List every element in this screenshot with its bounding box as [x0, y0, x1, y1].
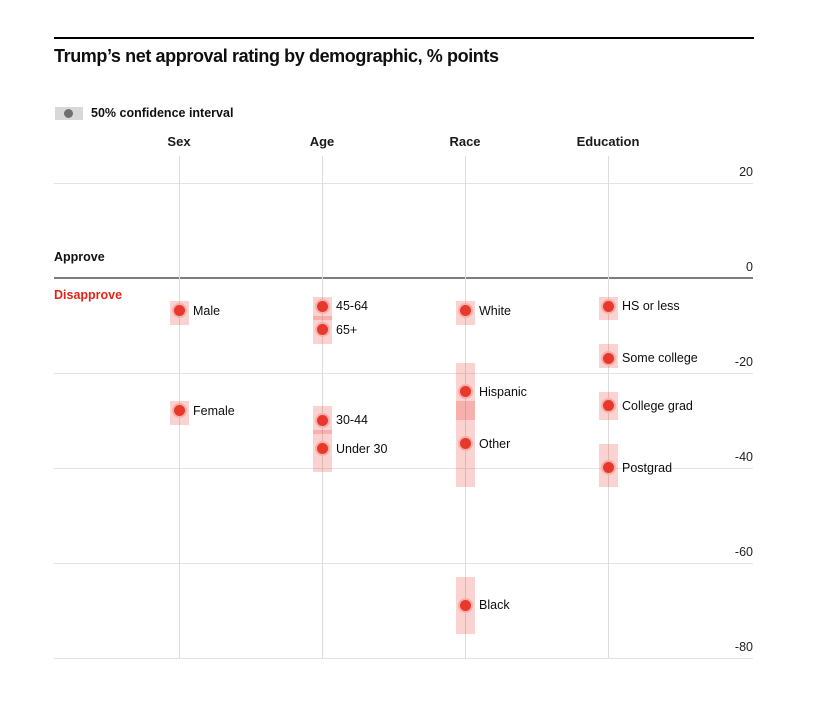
data-point-dot	[314, 298, 330, 314]
data-point-dot	[600, 398, 616, 414]
y-tick-label: -20	[734, 354, 753, 369]
data-point-label: Black	[479, 598, 510, 613]
data-point-label: College grad	[622, 398, 693, 413]
data-point-dot	[171, 403, 187, 418]
data-point-dot	[600, 298, 616, 314]
data-point-label: Other	[479, 436, 511, 451]
disapprove-label: Disapprove	[54, 288, 123, 302]
data-point-dot	[314, 322, 330, 338]
data-point-dot	[457, 597, 473, 613]
gridline	[54, 182, 753, 184]
category-gridline	[465, 156, 466, 658]
legend-label: 50% confidence interval	[91, 106, 234, 120]
data-point-label: Female	[193, 403, 235, 418]
y-tick-label: 0	[746, 259, 753, 274]
data-point-dot	[600, 350, 616, 366]
column-header-education: Education	[576, 134, 640, 149]
column-header-age: Age	[309, 134, 335, 149]
chart-title: Trump’s net approval rating by demograph…	[54, 46, 499, 66]
category-gridline	[322, 156, 323, 658]
gridline	[54, 372, 753, 374]
data-point-dot	[171, 303, 187, 319]
y-tick-label: -40	[734, 449, 753, 464]
data-point-label: White	[479, 303, 511, 318]
top-rule	[54, 37, 754, 39]
gridline	[54, 467, 753, 469]
y-tick-label: -80	[734, 639, 753, 654]
data-point-label: 30-44	[336, 413, 368, 427]
data-point-dot	[314, 441, 330, 456]
gridline	[54, 562, 753, 564]
data-point-label: Postgrad	[622, 460, 673, 475]
legend-dot-icon	[64, 108, 73, 118]
data-point-dot	[314, 412, 330, 428]
data-point-label: Hispanic	[479, 384, 527, 399]
data-point-label: 45-64	[336, 299, 368, 313]
y-tick-label: 20	[739, 164, 753, 179]
data-point-dot	[457, 303, 473, 319]
data-point-dot	[457, 436, 473, 452]
data-point-label: Male	[193, 303, 221, 318]
column-header-race: Race	[449, 134, 481, 149]
approve-label: Approve	[54, 250, 105, 264]
gridline	[54, 657, 753, 659]
data-point-label: Under 30	[336, 441, 388, 456]
data-point-label: 65+	[336, 322, 358, 337]
zero-gridline	[54, 276, 753, 279]
y-tick-label: -60	[734, 544, 753, 559]
legend: 50% confidence interval	[55, 105, 233, 121]
data-point-dot	[600, 460, 616, 475]
data-point-label: HS or less	[622, 299, 680, 313]
confidence-interval-swatch-icon	[55, 106, 83, 120]
data-point-label: Some college	[622, 351, 698, 366]
column-header-sex: Sex	[167, 134, 191, 149]
data-point-dot	[457, 384, 473, 399]
